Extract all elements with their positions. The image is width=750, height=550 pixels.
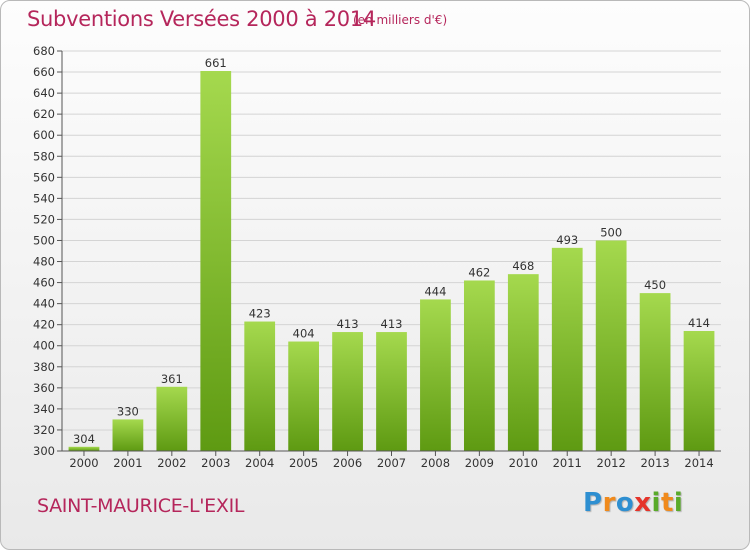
- bar-2001: [112, 419, 144, 451]
- value-label-2005: 404: [293, 327, 315, 341]
- value-label-2008: 444: [424, 284, 446, 298]
- y-tick-label: 300: [33, 444, 55, 458]
- logo-letter: r: [602, 488, 616, 518]
- bar-2000: [68, 446, 100, 451]
- y-tick-label: 640: [33, 86, 55, 100]
- x-tick-label-2000: 2000: [69, 456, 98, 470]
- x-tick-label-2010: 2010: [509, 456, 538, 470]
- bar-2008: [420, 299, 451, 451]
- y-tick-label: 340: [33, 402, 55, 416]
- x-tick-label-2005: 2005: [289, 456, 318, 470]
- y-tick-label: 380: [33, 360, 55, 374]
- x-tick-label-2007: 2007: [377, 456, 406, 470]
- value-label-2001: 330: [117, 404, 139, 418]
- y-tick-label: 500: [33, 233, 55, 247]
- bar-2003: [200, 71, 232, 451]
- value-label-2011: 493: [556, 233, 578, 247]
- y-tick-label: 400: [33, 339, 55, 353]
- value-label-2003: 661: [205, 56, 227, 70]
- bar-2005: [288, 341, 320, 451]
- x-tick-label-2009: 2009: [465, 456, 494, 470]
- x-tick-label-2014: 2014: [684, 456, 713, 470]
- axes: [57, 50, 721, 456]
- y-tick-label: 420: [33, 318, 55, 332]
- value-label-2000: 304: [73, 432, 95, 446]
- y-tick-label: 520: [33, 212, 55, 226]
- y-tick-label: 560: [33, 170, 55, 184]
- x-tick-label-2001: 2001: [113, 456, 142, 470]
- y-tick-label: 440: [33, 297, 55, 311]
- city-name: SAINT-MAURICE-L'EXIL: [37, 495, 245, 517]
- bar-2002: [156, 386, 188, 451]
- value-label-2012: 500: [600, 225, 622, 239]
- y-tick-label: 580: [33, 149, 55, 163]
- labels: 300 320 340 360 380 400 420 440 460 480 500 520 540 5…: [33, 44, 714, 470]
- bar-2012: [595, 240, 627, 451]
- y-tick-label: 660: [33, 65, 55, 79]
- x-tick-label-2013: 2013: [640, 456, 669, 470]
- value-label-2010: 468: [512, 259, 534, 273]
- value-label-2006: 413: [337, 317, 359, 331]
- y-tick-label: 540: [33, 191, 55, 205]
- y-tick-label: 360: [33, 381, 55, 395]
- chart-unit: (en milliers d'€): [353, 13, 448, 27]
- value-label-2004: 423: [249, 307, 271, 321]
- logo-letter: i: [673, 488, 684, 518]
- logo-letter: i: [651, 488, 661, 518]
- x-tick-label-2004: 2004: [245, 456, 274, 470]
- value-label-2007: 413: [381, 317, 403, 331]
- bar-2007: [376, 332, 407, 451]
- y-tick-label: 480: [33, 255, 55, 269]
- value-label-2009: 462: [468, 265, 490, 279]
- y-tick-label: 680: [33, 44, 55, 58]
- value-label-2014: 414: [688, 316, 710, 330]
- bar-2013: [639, 293, 671, 451]
- x-tick-label-2003: 2003: [201, 456, 230, 470]
- bar-2011: [551, 247, 583, 451]
- value-label-2013: 450: [644, 278, 666, 292]
- proxiti-logo: Proxiti: [583, 488, 683, 518]
- bar-2014: [683, 331, 715, 451]
- logo-letter: t: [660, 488, 674, 518]
- bar-2010: [507, 274, 539, 451]
- bar-2006: [332, 332, 363, 451]
- y-tick-label: 620: [33, 107, 55, 121]
- x-tick-label-2002: 2002: [157, 456, 186, 470]
- bar-2009: [463, 280, 495, 451]
- logo-letter: o: [615, 488, 635, 518]
- chart-title: Subventions Versées 2000 à 2014: [27, 7, 376, 31]
- x-tick-label-2008: 2008: [421, 456, 450, 470]
- y-tick-label: 600: [33, 128, 55, 142]
- y-tick-label: 320: [33, 423, 55, 437]
- logo-letter: P: [583, 488, 603, 518]
- y-tick-label: 460: [33, 276, 55, 290]
- bars: [68, 71, 715, 451]
- x-tick-label-2006: 2006: [333, 456, 362, 470]
- bar-2004: [244, 321, 276, 451]
- value-label-2002: 361: [161, 372, 183, 386]
- x-tick-label-2011: 2011: [553, 456, 582, 470]
- x-tick-label-2012: 2012: [597, 456, 626, 470]
- logo-letter: x: [634, 488, 652, 518]
